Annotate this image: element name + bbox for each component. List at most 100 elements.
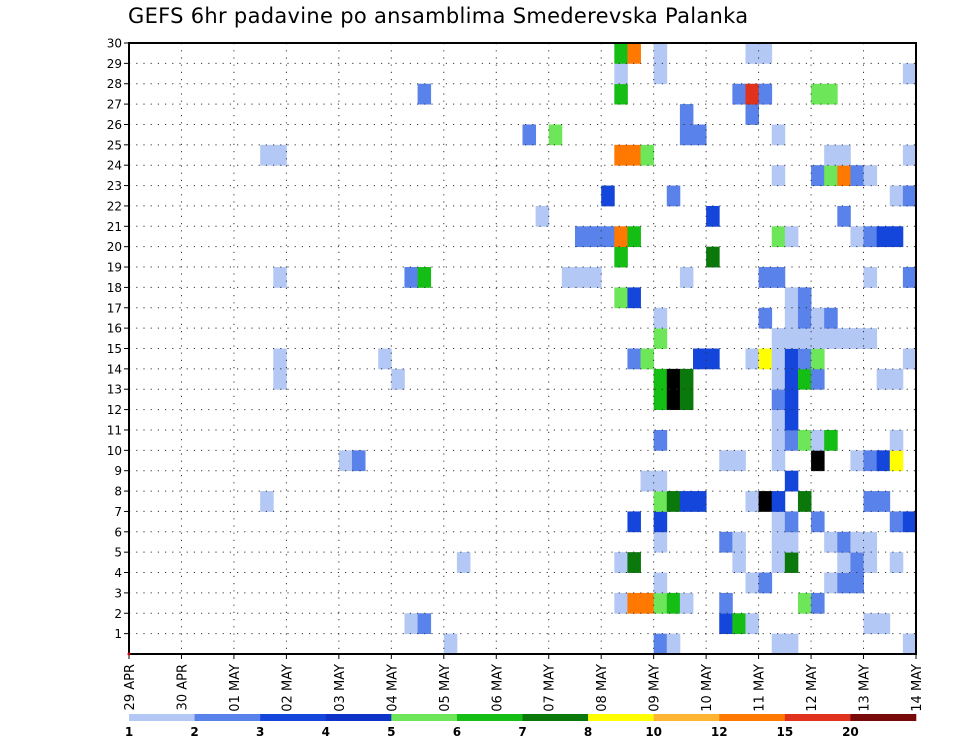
heatmap-cell	[850, 552, 864, 573]
heatmap-cell	[719, 613, 733, 635]
x-tick-label: 11 MAY	[753, 664, 768, 712]
colorbar: 1 2 3 4 5 6 7 8 10 12 15 20	[125, 714, 917, 739]
heatmap-cell	[824, 531, 838, 553]
heatmap-cell	[876, 491, 891, 512]
y-tick-label: 30	[107, 37, 122, 51]
heatmap-cell	[273, 368, 287, 390]
heatmap-cell	[443, 633, 458, 655]
colorbar-label: 12	[711, 725, 728, 739]
heatmap-cell	[850, 531, 864, 553]
heatmap-cell	[876, 368, 891, 390]
heatmap-cell	[784, 226, 799, 248]
x-tick-label: 01 MAY	[228, 664, 243, 712]
heatmap-cell	[863, 491, 878, 512]
heatmap-cell	[338, 450, 353, 472]
colorbar-segment	[194, 714, 261, 721]
colorbar-segment	[588, 714, 654, 721]
heatmap-cell	[811, 511, 825, 533]
heatmap-cell	[824, 307, 838, 329]
heatmap-cell	[273, 267, 287, 288]
colorbar-label: 4	[322, 725, 330, 739]
heatmap-cell	[693, 348, 707, 370]
heatmap-cell	[627, 592, 641, 614]
heatmap-cell	[889, 185, 904, 207]
heatmap-cell	[666, 389, 681, 410]
heatmap-cell	[771, 409, 786, 431]
y-tick-label: 14	[107, 362, 122, 376]
heatmap-cell	[771, 531, 786, 553]
heatmap-cell	[784, 470, 799, 492]
y-tick-label: 1	[114, 627, 122, 641]
heatmap-cell	[837, 205, 851, 227]
heatmap-cell	[837, 144, 851, 166]
heatmap-cell	[404, 267, 418, 288]
heatmap-cell	[863, 552, 878, 573]
heatmap-cell	[614, 83, 628, 105]
heatmap-cell	[627, 552, 641, 573]
x-tick-label: 03 MAY	[333, 664, 348, 712]
heatmap-cell	[719, 592, 733, 614]
heatmap-cell	[863, 226, 878, 248]
chart-title: GEFS 6hr padavine po ansamblima Smederev…	[128, 4, 749, 28]
heatmap-cell	[719, 531, 733, 553]
heatmap-cell	[574, 267, 589, 288]
y-tick-label: 28	[107, 77, 122, 91]
colorbar-label: 1	[125, 725, 133, 739]
heatmap-cell	[745, 83, 759, 105]
heatmap-cell	[811, 83, 825, 105]
heatmap-cell	[719, 450, 733, 472]
heatmap-cell	[653, 43, 668, 64]
heatmap-cell	[797, 287, 812, 309]
y-tick-label: 22	[107, 199, 122, 213]
heatmap-cell	[574, 226, 589, 248]
heatmap-cell	[837, 165, 851, 186]
colorbar-segment	[129, 714, 195, 721]
heatmap-cell	[811, 165, 825, 186]
heatmap-cell	[797, 328, 812, 349]
colorbar-segment	[850, 714, 917, 721]
x-tick-label: 08 MAY	[595, 664, 610, 712]
heatmap-cell	[745, 613, 759, 635]
heatmap-cell	[640, 348, 655, 370]
colorbar-label: 3	[256, 725, 264, 739]
heatmap-cell	[771, 165, 786, 186]
heatmap-cell	[850, 226, 864, 248]
heatmap-cell	[863, 267, 878, 288]
heatmap-cell	[666, 368, 681, 390]
heatmap-cell	[771, 450, 786, 472]
heatmap-cell	[745, 104, 759, 125]
heatmap-cell	[666, 185, 681, 207]
heatmap-cell	[863, 328, 878, 349]
heatmap-cell	[771, 552, 786, 573]
y-tick-label: 16	[107, 322, 122, 336]
heatmap-cell	[811, 328, 825, 349]
heatmap-cell	[588, 267, 602, 288]
heatmap-cell	[784, 328, 799, 349]
heatmap-cell	[601, 185, 615, 207]
heatmap-cell	[824, 572, 838, 594]
heatmap-cell	[640, 144, 655, 166]
heatmap-cell	[784, 429, 799, 451]
heatmap-cell	[902, 185, 917, 207]
heatmap-cell	[260, 491, 274, 512]
heatmap-cell	[758, 267, 773, 288]
colorbar-segment	[325, 714, 392, 721]
colorbar-label: 15	[776, 725, 793, 739]
heatmap-cell	[889, 552, 904, 573]
heatmap-cell	[706, 348, 720, 370]
y-tick-label: 15	[107, 342, 122, 356]
y-tick-label: 18	[107, 281, 122, 295]
heatmap-cell	[797, 592, 812, 614]
heatmap-cell	[771, 429, 786, 451]
y-tick-label: 27	[107, 98, 122, 112]
heatmap-cell	[876, 613, 891, 635]
heatmap-cell	[653, 633, 668, 655]
heatmap-cell	[850, 165, 864, 186]
x-tick-label: 06 MAY	[490, 664, 505, 712]
heatmap-cell	[679, 491, 694, 512]
heatmap-cell	[784, 409, 799, 431]
heatmap-cell	[706, 246, 720, 268]
heatmap-cell	[666, 592, 681, 614]
heatmap-cell	[863, 165, 878, 186]
